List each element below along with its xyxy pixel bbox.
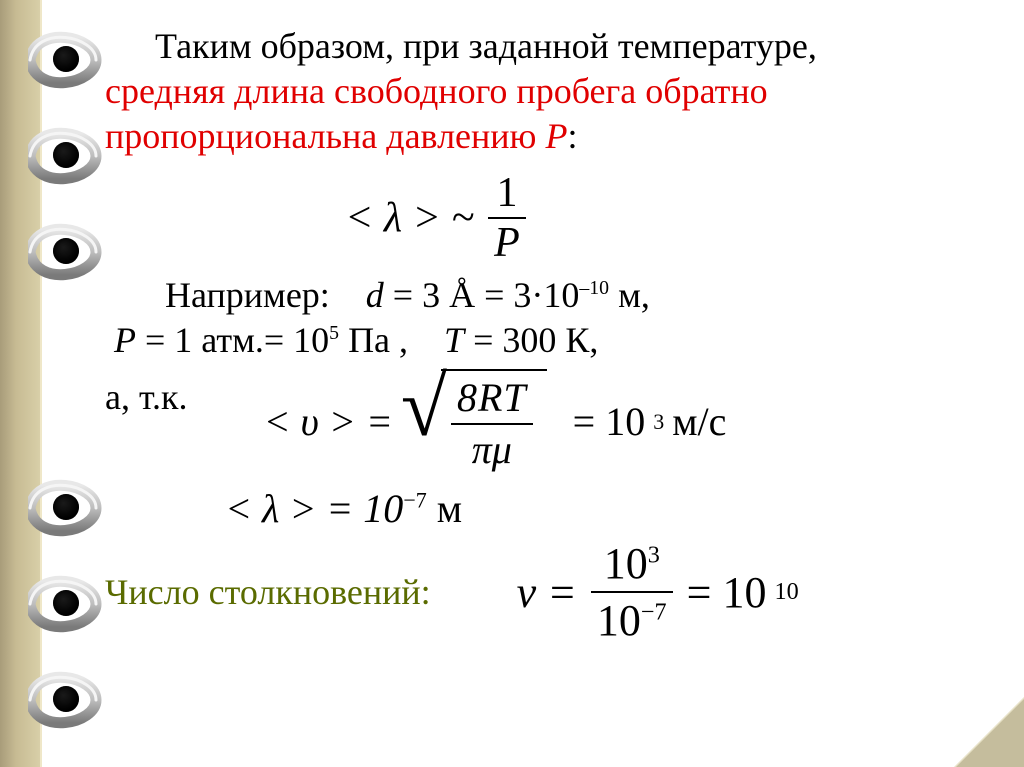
formula-v-rad-den: πμ xyxy=(451,425,533,475)
example-line-d: Например: d = 3 Å = 3·10–10 м, xyxy=(165,273,1005,318)
binder-ring-icon xyxy=(28,218,92,282)
example-label: Например: xyxy=(165,275,330,315)
example-d-unit: м, xyxy=(609,275,650,315)
intro-line-3-prefix: пропорциональна давлению xyxy=(105,116,545,156)
formula-v-rad-num: 8RT xyxy=(451,373,533,425)
example-p-sup: 5 xyxy=(329,322,339,344)
collisions-line: Число столкновений: ν = 103 10−7 = 1010 xyxy=(105,536,1005,648)
formula-lambda-inverse-p: < λ > ~ 1 P xyxy=(345,169,1005,267)
intro-line-3: пропорциональна давлению P: xyxy=(105,114,1005,159)
example-d-var: d xyxy=(366,275,384,315)
binder-ring-icon xyxy=(28,122,92,186)
formula-lambda-val-sup: −7 xyxy=(403,488,426,513)
example-p-unit: Па , xyxy=(339,320,408,360)
formula-v-rhs: = 10 xyxy=(573,397,646,447)
formula-lambda-value: < λ > = 10−7 м xyxy=(225,485,1005,532)
collisions-den: 10−7 xyxy=(591,593,673,648)
slide-page: Таким образом, при заданной температуре,… xyxy=(0,0,1024,767)
intro-line-3-suffix: : xyxy=(567,116,577,156)
formula-lambda-num: 1 xyxy=(488,169,526,219)
collisions-label: Число столкновений: xyxy=(105,570,431,615)
example-since: а, т.к. xyxy=(105,375,188,420)
slide-content: Таким образом, при заданной температуре,… xyxy=(105,24,1005,648)
formula-v-rhs-unit: м/с xyxy=(672,397,726,447)
example-t-var: T xyxy=(444,320,464,360)
formula-v-left: < υ > = xyxy=(264,397,393,447)
example-d-sup: –10 xyxy=(579,277,609,299)
binder-ring-icon xyxy=(28,474,92,538)
intro-line-2: средняя длина свободного пробега обратно xyxy=(105,69,1005,114)
example-line-pt: P = 1 атм.= 105 Па , T = 300 К, xyxy=(105,318,1005,363)
collisions-var: ν = xyxy=(517,565,577,620)
formula-v-rhs-sup: 3 xyxy=(653,408,664,436)
binder-ring-icon xyxy=(28,666,92,730)
sqrt-icon: √ 8RT πμ xyxy=(401,369,547,475)
intro-pressure-var: P xyxy=(545,116,567,156)
binder-ring-icon xyxy=(28,570,92,634)
example-d-expr: = 3 Å = 3·10 xyxy=(384,275,580,315)
collisions-rhs: = 10 xyxy=(687,565,767,620)
page-corner-fold xyxy=(954,697,1024,767)
example-velocity-line: а, т.к. < υ > = √ 8RT πμ = 103 м/с xyxy=(105,369,1005,475)
collisions-num: 103 xyxy=(591,536,673,593)
formula-lambda-left: < λ > ~ xyxy=(345,194,474,242)
example-p-var: P xyxy=(114,320,136,360)
formula-lambda-val-unit: м xyxy=(427,486,462,531)
binder-strip xyxy=(0,0,42,767)
intro-line-1: Таким образом, при заданной температуре, xyxy=(155,24,1005,69)
binder-ring-icon xyxy=(28,26,92,90)
formula-lambda-den: P xyxy=(488,219,526,267)
collisions-rhs-sup: 10 xyxy=(774,577,798,607)
example-p-expr: = 1 атм.= 10 xyxy=(136,320,329,360)
example-t-expr: = 300 К, xyxy=(464,320,598,360)
formula-lambda-val-expr: < λ > = 10 xyxy=(225,486,403,531)
